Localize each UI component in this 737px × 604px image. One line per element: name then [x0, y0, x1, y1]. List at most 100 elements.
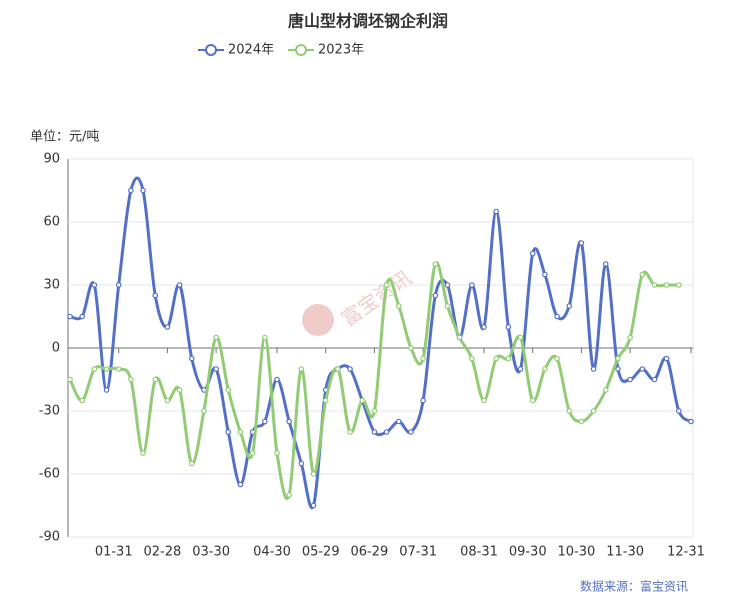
point — [262, 334, 268, 341]
point — [213, 334, 219, 341]
point — [481, 324, 487, 330]
point — [651, 282, 658, 288]
point — [91, 282, 98, 288]
point — [432, 261, 439, 267]
x-tick-label: 07-31 — [399, 545, 437, 560]
point — [67, 376, 73, 383]
point — [201, 408, 207, 414]
point — [639, 271, 646, 278]
point — [529, 250, 536, 257]
point — [615, 366, 621, 372]
point — [444, 303, 451, 309]
point — [505, 355, 512, 362]
point — [188, 460, 195, 467]
y-tick-label: 30 — [43, 278, 60, 293]
point — [566, 303, 573, 309]
legend-marker — [205, 44, 217, 56]
point — [590, 408, 597, 414]
point — [152, 292, 159, 299]
x-tick-label: 10-30 — [558, 545, 596, 560]
point — [542, 271, 548, 278]
x-tick-label: 11-30 — [606, 545, 644, 560]
point — [420, 397, 426, 404]
point — [274, 376, 280, 383]
point — [286, 492, 292, 498]
x-tick-label: 06-29 — [351, 545, 389, 560]
point — [383, 429, 390, 435]
point — [651, 376, 658, 383]
point — [286, 418, 292, 425]
point — [505, 324, 512, 330]
y-tick-label: 90 — [43, 152, 60, 167]
point — [444, 282, 451, 288]
point — [371, 429, 378, 435]
point — [188, 355, 195, 362]
point — [688, 418, 694, 425]
point — [627, 334, 633, 341]
watermark: 富宝资讯 — [302, 266, 416, 336]
point — [602, 387, 609, 393]
point — [408, 345, 414, 351]
point — [493, 355, 499, 362]
point — [676, 408, 682, 414]
point — [493, 208, 499, 215]
point — [115, 366, 122, 372]
point — [140, 450, 146, 456]
y-tick-label: 60 — [43, 215, 60, 230]
point — [176, 387, 183, 393]
legend-marker — [295, 44, 307, 56]
x-tick-label: 12-31 — [667, 545, 705, 560]
point — [432, 292, 439, 299]
point — [274, 450, 280, 456]
x-tick-label: 05-29 — [302, 545, 340, 560]
point — [590, 366, 597, 372]
source: 数据来源：富宝资讯 — [580, 579, 688, 594]
point — [554, 313, 560, 320]
y-tick-label: -90 — [39, 530, 60, 545]
point — [128, 187, 134, 194]
point — [237, 481, 244, 488]
point — [529, 397, 536, 404]
point — [371, 408, 378, 414]
point — [578, 418, 585, 425]
point — [359, 397, 366, 404]
point — [152, 376, 159, 383]
point — [554, 355, 560, 362]
point — [67, 313, 73, 320]
point — [164, 324, 171, 330]
y-tick-label: 0 — [52, 341, 60, 356]
point — [79, 397, 85, 404]
point — [140, 187, 146, 194]
point — [566, 408, 573, 414]
point — [663, 355, 670, 362]
point — [298, 366, 305, 372]
point — [335, 366, 341, 372]
point — [213, 366, 219, 372]
point — [310, 502, 317, 509]
point — [395, 303, 402, 309]
point — [164, 397, 171, 404]
point — [383, 282, 390, 288]
point — [517, 334, 524, 341]
point — [542, 366, 548, 372]
point — [347, 366, 353, 372]
point — [408, 429, 414, 435]
point — [517, 366, 524, 372]
x-tick-label: 08-31 — [460, 545, 498, 560]
point — [578, 240, 585, 246]
point — [115, 282, 122, 288]
point — [420, 355, 426, 362]
point — [395, 418, 402, 425]
point — [347, 429, 353, 435]
x-tick-label: 03-30 — [192, 545, 230, 560]
y-tick-label: -60 — [39, 467, 60, 482]
point — [298, 460, 305, 467]
x-tick-label: 02-28 — [144, 545, 182, 560]
y-tick-label: -30 — [39, 404, 60, 419]
point — [322, 397, 329, 404]
point — [310, 471, 317, 477]
point — [639, 366, 646, 372]
point — [456, 334, 463, 341]
point — [615, 355, 621, 362]
